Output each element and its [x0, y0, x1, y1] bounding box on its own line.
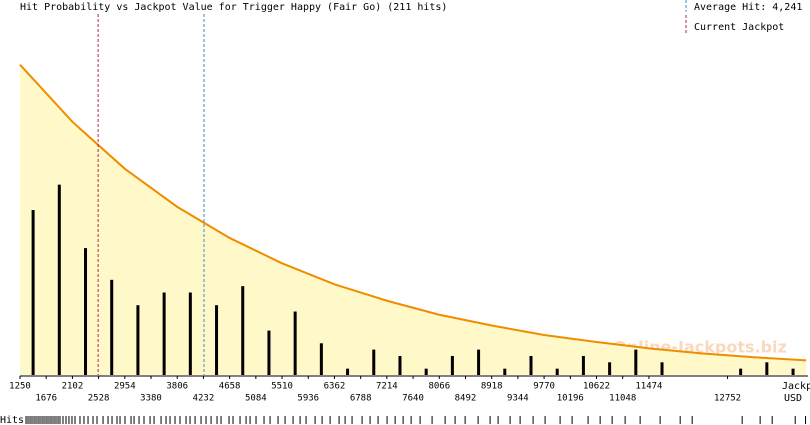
chart-title: Hit Probability vs Jackpot Value for Tri…	[20, 2, 447, 13]
bar	[660, 362, 664, 375]
legend-label: Average Hit: 4,241	[694, 2, 802, 13]
bar	[162, 292, 166, 375]
bar	[346, 368, 350, 375]
x-tick-label: 4232	[193, 394, 215, 404]
x-tick-label: 12752	[714, 394, 741, 404]
bar	[372, 349, 376, 375]
bar	[293, 311, 297, 375]
x-axis-label: USD	[784, 393, 802, 404]
bar	[450, 355, 454, 375]
x-tick-label: 8918	[481, 382, 503, 392]
x-tick-label: 2102	[62, 382, 84, 392]
x-tick-label: 4658	[219, 382, 241, 392]
x-tick-label: 1250	[9, 382, 31, 392]
bar	[267, 330, 271, 375]
bar	[241, 286, 245, 375]
legend-label: Current Jackpot	[694, 22, 784, 33]
bar	[424, 368, 428, 375]
x-tick-label: 10196	[557, 394, 584, 404]
bar	[765, 362, 769, 375]
x-axis-label: Jackpot,	[782, 381, 810, 392]
x-tick-label: 11474	[635, 382, 662, 392]
bar	[739, 368, 743, 375]
x-tick-label: 2954	[114, 382, 136, 392]
bar	[31, 210, 35, 375]
x-tick-label: 7640	[402, 394, 424, 404]
bar	[634, 349, 638, 375]
bar	[136, 305, 140, 375]
bar	[529, 355, 533, 375]
bar	[84, 248, 88, 375]
rug-label: Hits	[0, 415, 24, 425]
bar	[477, 349, 481, 375]
x-tick-label: 3806	[166, 382, 188, 392]
bar	[791, 368, 795, 375]
x-tick-label: 11048	[609, 394, 636, 404]
bar	[398, 355, 402, 375]
x-tick-label: 2528	[88, 394, 110, 404]
x-tick-label: 1676	[35, 394, 57, 404]
x-tick-label: 8066	[428, 382, 450, 392]
bar	[57, 184, 61, 375]
curve-area	[20, 64, 807, 376]
x-tick-label: 6788	[350, 394, 372, 404]
x-tick-label: 10622	[583, 382, 610, 392]
bar	[319, 343, 323, 375]
bar	[215, 305, 219, 375]
x-tick-label: 5084	[245, 394, 267, 404]
x-tick-label: 7214	[376, 382, 398, 392]
x-tick-label: 6362	[324, 382, 346, 392]
x-tick-label: 3380	[140, 394, 162, 404]
x-tick-label: 9344	[507, 394, 529, 404]
bar	[188, 292, 192, 375]
curve-line	[19, 64, 807, 362]
x-tick-label: 9770	[533, 382, 555, 392]
x-tick-label: 8492	[455, 394, 477, 404]
bar	[555, 368, 559, 375]
bar	[581, 355, 585, 375]
bar	[110, 279, 114, 375]
x-tick-label: 5510	[271, 382, 293, 392]
x-tick-label: 5936	[297, 394, 319, 404]
bar	[503, 368, 507, 375]
bar	[608, 362, 612, 375]
